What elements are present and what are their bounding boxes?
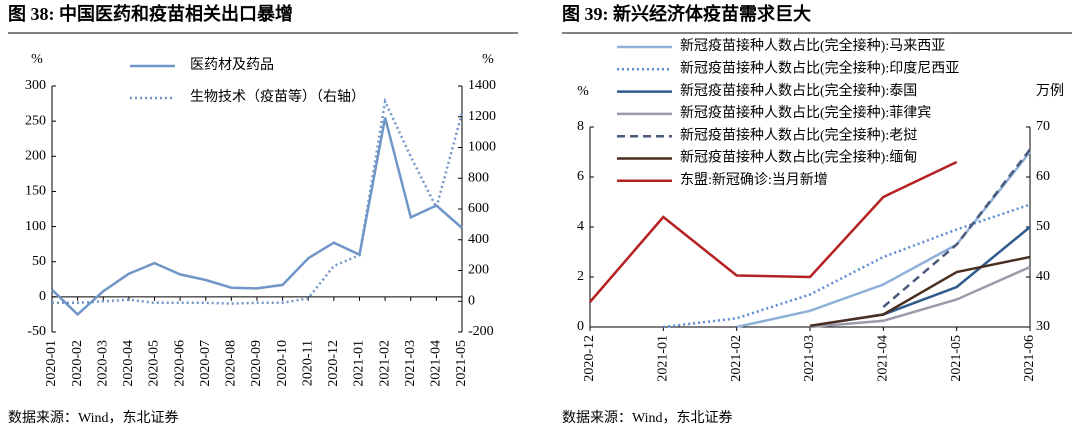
- y2-tick-label: -200: [468, 324, 494, 339]
- series-line: [809, 255, 1031, 328]
- x-tick-label: 2020-09: [249, 340, 264, 387]
- x-tick-label: 2021-03: [403, 340, 418, 387]
- y-tick-label: 6: [577, 169, 584, 184]
- x-tick-label: 2020-03: [95, 340, 110, 387]
- x-tick-label: 2021-03: [802, 335, 817, 382]
- series-line: [809, 265, 1031, 329]
- y2-tick-label: 600: [468, 201, 489, 216]
- y-tick-label: 8: [577, 119, 584, 134]
- y-tick-label: 300: [25, 78, 46, 93]
- y-tick-label: 4: [577, 219, 584, 234]
- series-line: [589, 160, 958, 303]
- y2-axis-label: %: [482, 52, 494, 67]
- y2-tick-label: 70: [1036, 119, 1050, 134]
- x-tick-label: 2020-12: [582, 335, 597, 382]
- y-tick-label: 0: [39, 289, 46, 304]
- x-tick-label: 2021-05: [949, 335, 964, 382]
- y-tick-label: 150: [25, 184, 46, 199]
- y2-tick-label: 1400: [468, 78, 496, 93]
- y2-tick-label: 0: [468, 293, 475, 308]
- legend-label: 新冠疫苗接种人数占比(完全接种):老挝: [680, 126, 917, 143]
- x-tick-label: 2021-06: [1022, 335, 1037, 382]
- x-tick-label: 2020-11: [300, 340, 315, 386]
- series-line: [52, 97, 464, 305]
- x-tick-label: 2020-12: [326, 340, 341, 387]
- y-axis-label: %: [577, 84, 589, 99]
- x-tick-label: 2021-04: [876, 335, 891, 382]
- x-tick-label: 2020-06: [172, 340, 187, 387]
- y-tick-label: 250: [25, 113, 46, 128]
- x-tick-label: 2021-04: [429, 340, 444, 387]
- y-tick-label: 2: [577, 269, 584, 284]
- legend-label: 生物技术（疫苗等）（右轴）: [190, 88, 365, 105]
- y-tick-label: 50: [32, 254, 46, 269]
- y2-axis-label: 万例: [1036, 83, 1064, 99]
- series-line: [882, 148, 1031, 308]
- legend-label: 新冠疫苗接种人数占比(完全接种):马来西亚: [680, 37, 945, 54]
- x-tick-label: 2021-02: [377, 340, 392, 387]
- x-tick-label: 2021-01: [656, 335, 671, 382]
- x-tick-label: 2021-02: [729, 335, 744, 382]
- legend-label: 新冠疫苗接种人数占比(完全接种):泰国: [680, 82, 917, 99]
- x-tick-label: 2021-01: [352, 340, 367, 387]
- source: 数据来源：Wind，东北证券: [562, 410, 733, 426]
- series-line: [663, 203, 1031, 329]
- y2-tick-label: 40: [1036, 269, 1050, 284]
- x-tick-label: 2020-01: [44, 340, 59, 387]
- y-tick-label: 0: [577, 319, 584, 334]
- series-line: [51, 117, 463, 317]
- legend-label: 新冠疫苗接种人数占比(完全接种):缅甸: [680, 149, 917, 166]
- x-tick-label: 2020-02: [70, 340, 85, 387]
- y2-tick-label: 1000: [468, 140, 496, 155]
- y-tick-label: 100: [25, 219, 46, 234]
- source: 数据来源：Wind，东北证券: [8, 410, 179, 426]
- y2-tick-label: 400: [468, 232, 489, 247]
- x-tick-label: 2020-05: [147, 340, 162, 387]
- y2-tick-label: 50: [1036, 219, 1050, 234]
- legend-label: 新冠疫苗接种人数占比(完全接种):印度尼西亚: [680, 60, 959, 77]
- chart-title: 图 38: 中国医药和疫苗相关出口暴增: [8, 3, 293, 24]
- y2-tick-label: 800: [468, 170, 489, 185]
- y2-tick-label: 60: [1036, 169, 1050, 184]
- x-tick-label: 2020-08: [224, 340, 239, 387]
- x-tick-label: 2020-07: [198, 340, 213, 387]
- y-tick-label: 200: [25, 149, 46, 164]
- y2-tick-label: 1200: [468, 109, 496, 124]
- legend-label: 新冠疫苗接种人数占比(完全接种):菲律宾: [680, 104, 931, 121]
- chart-title: 图 39: 新兴经济体疫苗需求巨大: [562, 3, 811, 24]
- x-tick-label: 2020-04: [121, 340, 136, 387]
- y-axis-label: %: [31, 52, 43, 67]
- x-tick-label: 2021-05: [454, 340, 469, 387]
- y2-tick-label: 200: [468, 263, 489, 278]
- legend-label: 东盟:新冠确诊:当月新增: [680, 172, 828, 188]
- y-tick-label: -50: [27, 324, 46, 339]
- y2-tick-label: 30: [1036, 319, 1050, 334]
- x-tick-label: 2020-10: [275, 340, 290, 387]
- legend-label: 医药材及药品: [190, 57, 274, 73]
